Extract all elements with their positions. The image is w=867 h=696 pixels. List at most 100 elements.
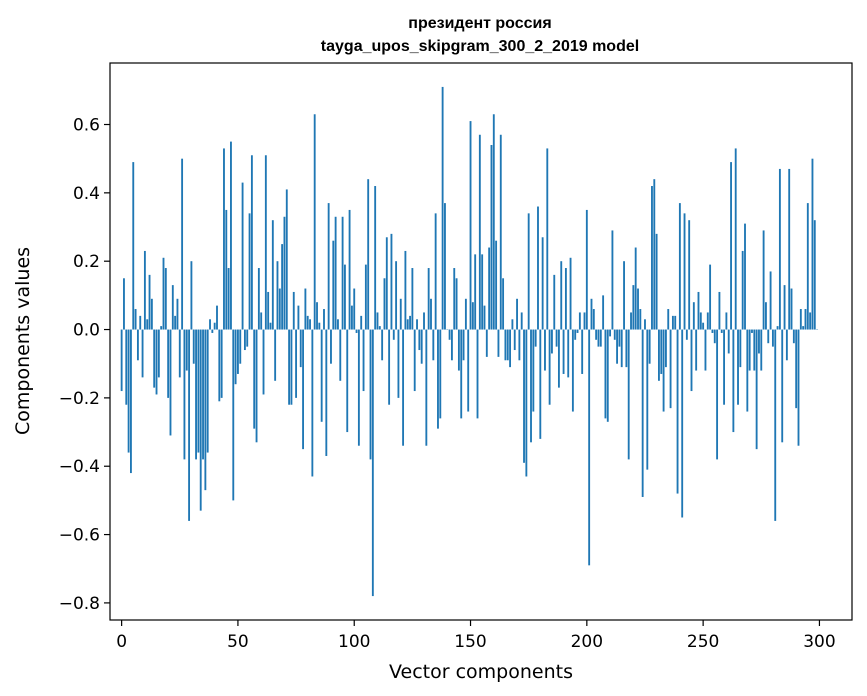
bar-component-127	[416, 319, 418, 330]
bar-component-85	[318, 322, 321, 330]
bar-component-154	[478, 134, 481, 330]
bar-component-21	[169, 329, 172, 436]
bar-component-14	[153, 329, 156, 388]
chart-title-line-2: tayga_upos_skipgram_300_2_2019 model	[321, 38, 639, 55]
bar-component-83	[313, 114, 316, 330]
bar-component-236	[669, 329, 672, 409]
bar-component-35	[202, 329, 204, 460]
bar-component-281	[774, 329, 777, 521]
bar-component-104	[362, 329, 365, 392]
bar-component-67	[276, 261, 279, 330]
bar-component-61	[262, 329, 265, 395]
bar-component-54	[246, 329, 249, 347]
bar-component-232	[660, 329, 663, 374]
bar-component-202	[590, 298, 593, 330]
bar-component-4	[130, 329, 132, 474]
bar-component-217	[625, 329, 628, 368]
bar-component-124	[409, 315, 411, 330]
bar-component-112	[381, 329, 384, 361]
bar-component-172	[520, 312, 523, 330]
bar-component-128	[418, 329, 421, 351]
bar-component-198	[581, 329, 584, 374]
bar-component-144	[455, 278, 458, 330]
bar-component-251	[704, 329, 707, 371]
bar-component-288	[790, 288, 793, 330]
bar-component-125	[411, 268, 414, 330]
x-tick-label: 0	[116, 632, 127, 652]
bar-component-247	[695, 329, 698, 371]
bar-component-191	[564, 268, 567, 330]
bar-component-78	[302, 329, 304, 450]
bar-component-226	[646, 329, 649, 470]
bar-component-137	[439, 329, 442, 419]
bar-component-209	[606, 329, 609, 422]
y-tick-label: 0.6	[73, 116, 100, 136]
bar-component-93	[337, 319, 339, 330]
bar-component-64	[269, 322, 272, 330]
bar-component-49	[234, 329, 237, 385]
bar-component-65	[271, 220, 274, 330]
bar-component-206	[599, 329, 602, 347]
bar-component-123	[406, 319, 409, 330]
bar-component-233	[662, 329, 665, 412]
bar-component-33	[197, 329, 200, 453]
bar-component-142	[450, 329, 453, 361]
bar-component-279	[769, 271, 772, 330]
bar-component-39	[211, 329, 214, 333]
bar-component-228	[651, 186, 653, 330]
bar-component-44	[223, 148, 225, 330]
bar-component-0	[120, 329, 123, 392]
bar-component-213	[616, 329, 618, 364]
bar-component-73	[290, 329, 293, 405]
bar-component-99	[350, 305, 353, 330]
bar-component-189	[560, 261, 563, 330]
bar-component-214	[618, 329, 621, 347]
bar-component-207	[602, 295, 605, 330]
bar-component-295	[806, 203, 809, 330]
bar-component-275	[760, 329, 763, 371]
x-axis-label: Vector components	[389, 661, 573, 683]
bar-component-96	[344, 264, 346, 330]
bar-component-234	[664, 329, 667, 368]
bar-component-182	[544, 329, 546, 371]
bar-component-51	[239, 329, 242, 364]
bar-component-97	[346, 329, 349, 433]
bar-component-169	[513, 329, 516, 351]
bar-component-175	[527, 213, 530, 330]
bar-component-88	[325, 329, 328, 456]
bar-component-46	[227, 268, 230, 330]
bar-component-241	[681, 329, 684, 518]
bar-component-258	[720, 329, 723, 333]
y-tick-label: 0.0	[73, 321, 100, 341]
y-tick-label: −0.2	[59, 389, 100, 409]
bar-component-106	[367, 179, 370, 330]
bar-component-293	[802, 326, 805, 330]
bar-component-6	[134, 309, 137, 330]
bar-component-126	[413, 329, 416, 392]
bar-component-197	[578, 312, 581, 330]
bar-component-166	[506, 329, 509, 361]
bar-component-53	[243, 329, 246, 351]
bar-component-108	[371, 329, 374, 597]
bar-component-16	[157, 329, 160, 378]
bar-component-278	[767, 329, 770, 344]
bar-component-91	[332, 240, 335, 330]
bar-component-264	[734, 148, 737, 330]
x-tick-label: 300	[803, 632, 835, 652]
bar-component-192	[567, 329, 570, 378]
bar-component-86	[320, 329, 323, 422]
bar-component-221	[634, 247, 637, 330]
bar-component-253	[709, 264, 712, 330]
bar-component-259	[723, 329, 725, 405]
bar-component-245	[690, 329, 693, 392]
bar-component-218	[627, 329, 630, 460]
bar-component-68	[278, 288, 281, 330]
bar-component-71	[285, 189, 288, 330]
bar-component-103	[360, 315, 363, 330]
y-tick-label: 0.2	[73, 252, 100, 272]
x-axis-ticks: 0 50 100 150 200 250 300	[116, 620, 836, 652]
bar-component-7	[136, 329, 139, 361]
bar-component-117	[392, 329, 395, 340]
bar-component-224	[641, 329, 644, 497]
